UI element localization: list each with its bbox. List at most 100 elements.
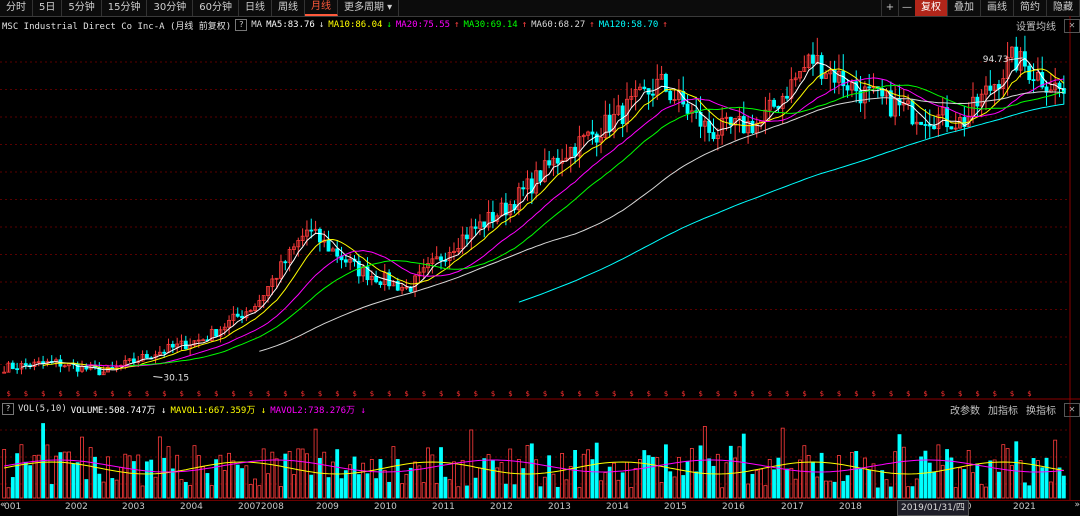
zoom-in-button[interactable]: + xyxy=(881,0,898,16)
volume-bar xyxy=(551,473,556,499)
period-tab-5[interactable]: 60分钟 xyxy=(193,0,239,16)
ma-value-0: MA5:83.76 xyxy=(266,20,315,30)
volume-bar xyxy=(828,480,833,499)
add-indicator-button[interactable]: 加指标 xyxy=(988,406,1018,417)
candle xyxy=(772,99,776,107)
volume-bar xyxy=(884,479,889,499)
candle xyxy=(157,351,162,356)
volume-bar xyxy=(1018,460,1023,499)
volume-bar xyxy=(832,481,837,499)
volume-bar xyxy=(170,468,175,499)
period-tab-4[interactable]: 30分钟 xyxy=(147,0,194,16)
candle xyxy=(313,228,318,231)
period-tab-8[interactable]: 月线 xyxy=(304,0,338,16)
candle xyxy=(919,121,924,125)
volume-bar xyxy=(421,482,426,499)
candle xyxy=(222,326,227,331)
volume-bar xyxy=(132,461,136,499)
dividend-marker: $ xyxy=(231,390,235,398)
candle xyxy=(305,229,309,237)
volume-bar xyxy=(780,427,785,499)
volume-bar xyxy=(443,476,448,499)
candle xyxy=(914,121,919,125)
volume-bar xyxy=(979,483,984,499)
volume-bar xyxy=(681,475,686,499)
volume-bar xyxy=(192,445,197,499)
period-tab-7[interactable]: 周线 xyxy=(272,0,305,16)
candle xyxy=(335,248,340,257)
volume-bar xyxy=(395,459,400,499)
period-tab-9[interactable]: 更多周期 ▾ xyxy=(338,0,400,16)
dividend-marker: $ xyxy=(318,390,322,398)
volume-bar xyxy=(209,485,214,499)
volume-bar xyxy=(525,445,530,499)
fuquan-button[interactable]: 复权 xyxy=(915,0,948,16)
dividend-marker: $ xyxy=(750,390,754,398)
help-icon[interactable]: ? xyxy=(235,19,248,31)
zoom-out-button[interactable]: — xyxy=(898,0,915,16)
close-price-panel-icon[interactable]: ✕ xyxy=(1064,19,1080,33)
volume-bar xyxy=(767,459,772,499)
candle xyxy=(906,100,911,104)
volume-bar xyxy=(157,436,162,499)
volume-bar xyxy=(352,456,357,499)
volume-bar xyxy=(629,487,634,499)
candle xyxy=(478,221,482,229)
volume-bar xyxy=(279,486,283,499)
dividend-marker: $ xyxy=(145,390,149,398)
volume-bar xyxy=(478,467,482,499)
period-tab-6[interactable]: 日线 xyxy=(239,0,272,16)
dividend-marker: $ xyxy=(93,390,97,398)
dividend-marker: $ xyxy=(768,390,772,398)
volume-bar xyxy=(689,448,694,499)
scroll-right-icon[interactable]: » xyxy=(1074,500,1080,510)
volume-bar xyxy=(625,461,629,499)
volume-bar xyxy=(651,456,655,499)
volume-bar xyxy=(1027,485,1032,499)
ma-arrow-3: ↑ xyxy=(521,20,528,30)
candle xyxy=(261,295,266,301)
candle xyxy=(586,131,590,136)
candle xyxy=(270,278,275,287)
volume-bar xyxy=(45,444,50,499)
vol-help-icon[interactable]: ? xyxy=(2,403,14,415)
candle xyxy=(754,122,759,134)
period-tab-2[interactable]: 5分钟 xyxy=(62,0,102,16)
candle xyxy=(292,246,296,250)
period-tab-1[interactable]: 5日 xyxy=(33,0,63,16)
change-indicator-button[interactable]: 换指标 xyxy=(1026,406,1056,417)
volume-bar xyxy=(127,455,132,499)
dividend-marker: $ xyxy=(422,390,426,398)
vol-value-2: MAVOL2:738.276万 ↓ xyxy=(270,405,366,416)
candle xyxy=(162,351,167,354)
ma-value-2: MA20:75.55 xyxy=(395,20,451,30)
dividend-marker: $ xyxy=(128,390,132,398)
volume-bar xyxy=(387,481,392,499)
volume-bar xyxy=(205,473,210,499)
dividend-marker: $ xyxy=(716,390,720,398)
x-tick-label: 2013 xyxy=(548,502,571,512)
overlay-button[interactable]: 叠加 xyxy=(948,0,981,16)
candle xyxy=(179,340,184,345)
dividend-marker: $ xyxy=(820,390,824,398)
set-ma-button[interactable]: 设置均线 xyxy=(1016,22,1056,33)
draw-line-button[interactable]: 画线 xyxy=(981,0,1014,16)
candle xyxy=(858,90,863,104)
volume-bar xyxy=(862,457,867,499)
edit-params-button[interactable]: 改参数 xyxy=(950,406,980,417)
brief-button[interactable]: 简约 xyxy=(1014,0,1047,16)
candle xyxy=(555,157,560,164)
scroll-left-icon[interactable]: « xyxy=(0,500,6,510)
dividend-marker: $ xyxy=(733,390,737,398)
close-volume-panel-icon[interactable]: ✕ xyxy=(1064,403,1080,417)
period-tab-3[interactable]: 15分钟 xyxy=(102,0,148,16)
candle xyxy=(785,95,789,99)
x-tick-label: 2003 xyxy=(122,502,145,512)
dividend-marker: $ xyxy=(301,390,305,398)
volume-bar xyxy=(283,453,288,499)
x-tick-label: 2011 xyxy=(432,502,455,512)
volume-bar xyxy=(573,450,578,499)
candle xyxy=(525,178,530,190)
period-tab-0[interactable]: 分时 xyxy=(0,0,33,16)
